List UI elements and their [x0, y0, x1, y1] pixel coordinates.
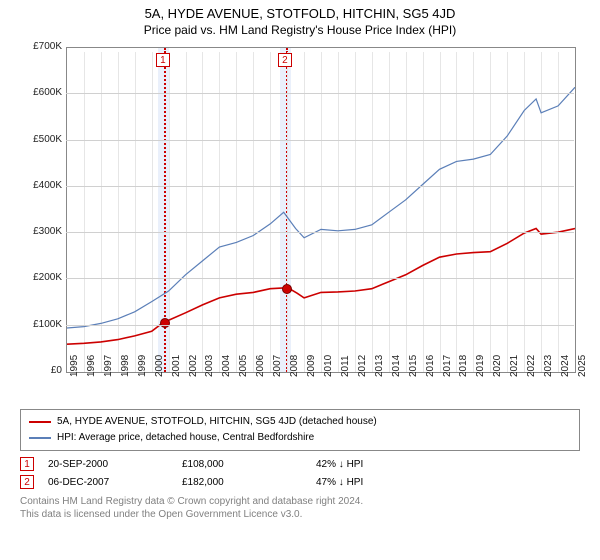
x-tick-label: 2022 — [526, 355, 537, 377]
chart-title: 5A, HYDE AVENUE, STOTFOLD, HITCHIN, SG5 … — [10, 6, 590, 21]
event-point — [282, 284, 292, 294]
event-id-box: 1 — [20, 457, 34, 471]
series-price_paid — [67, 229, 575, 345]
y-tick-label: £200K — [20, 272, 62, 283]
gridline — [66, 186, 574, 187]
x-tick-label: 2014 — [391, 355, 402, 377]
x-tick-label: 2017 — [442, 355, 453, 377]
event-delta: 42% ↓ HPI — [316, 459, 436, 470]
legend-swatch — [29, 437, 51, 439]
event-marker-box: 1 — [156, 53, 170, 67]
gridline — [66, 278, 574, 279]
x-tick-label: 2005 — [238, 355, 249, 377]
event-date: 06-DEC-2007 — [48, 477, 168, 488]
gridline — [66, 140, 574, 141]
x-tick-label: 1996 — [86, 355, 97, 377]
x-tick-label: 2003 — [204, 355, 215, 377]
legend: 5A, HYDE AVENUE, STOTFOLD, HITCHIN, SG5 … — [20, 409, 580, 451]
x-tick-label: 2010 — [323, 355, 334, 377]
event-delta: 47% ↓ HPI — [316, 477, 436, 488]
event-point — [160, 318, 170, 328]
x-tick-label: 2009 — [306, 355, 317, 377]
x-tick-label: 2015 — [408, 355, 419, 377]
x-tick-label: 1999 — [137, 355, 148, 377]
footer-line-2: This data is licensed under the Open Gov… — [20, 508, 580, 521]
x-tick-label: 2000 — [154, 355, 165, 377]
legend-row: HPI: Average price, detached house, Cent… — [29, 430, 571, 446]
event-id-box: 2 — [20, 475, 34, 489]
x-tick-label: 2019 — [475, 355, 486, 377]
y-tick-label: £100K — [20, 319, 62, 330]
x-tick-label: 2002 — [188, 355, 199, 377]
event-row: 2 06-DEC-2007 £182,000 47% ↓ HPI — [20, 475, 580, 489]
gridline — [66, 93, 574, 94]
y-tick-label: £300K — [20, 226, 62, 237]
event-date: 20-SEP-2000 — [48, 459, 168, 470]
x-tick-label: 2007 — [272, 355, 283, 377]
x-tick-label: 2020 — [492, 355, 503, 377]
x-tick-label: 2012 — [357, 355, 368, 377]
footer: Contains HM Land Registry data © Crown c… — [20, 495, 580, 521]
x-tick-label: 2008 — [289, 355, 300, 377]
events-table: 1 20-SEP-2000 £108,000 42% ↓ HPI 2 06-DEC-200… — [20, 457, 580, 489]
y-tick-label: £400K — [20, 180, 62, 191]
x-tick-label: 2018 — [458, 355, 469, 377]
legend-row: 5A, HYDE AVENUE, STOTFOLD, HITCHIN, SG5 … — [29, 414, 571, 430]
x-tick-label: 2023 — [543, 355, 554, 377]
x-tick-label: 1998 — [120, 355, 131, 377]
x-tick-label: 2016 — [425, 355, 436, 377]
event-price: £108,000 — [182, 459, 302, 470]
y-tick-label: £500K — [20, 134, 62, 145]
event-price: £182,000 — [182, 477, 302, 488]
x-tick-label: 2001 — [171, 355, 182, 377]
gridline — [66, 232, 574, 233]
legend-swatch — [29, 421, 51, 423]
y-tick-label: £600K — [20, 87, 62, 98]
x-tick-label: 1997 — [103, 355, 114, 377]
x-tick-label: 2024 — [560, 355, 571, 377]
chart-area: £0 £100K £200K £300K £400K £500K £600K £700K 199… — [20, 43, 580, 403]
x-tick-label: 2013 — [374, 355, 385, 377]
x-tick-label: 2011 — [340, 355, 351, 377]
legend-label: HPI: Average price, detached house, Cent… — [57, 430, 314, 446]
x-tick-label: 2004 — [221, 355, 232, 377]
x-tick-label: 2025 — [577, 355, 588, 377]
series-svg — [67, 48, 575, 372]
y-tick-label: £700K — [20, 41, 62, 52]
gridline — [66, 325, 574, 326]
x-tick-label: 1995 — [69, 355, 80, 377]
legend-label: 5A, HYDE AVENUE, STOTFOLD, HITCHIN, SG5 … — [57, 414, 377, 430]
y-tick-label: £0 — [20, 365, 62, 376]
chart-subtitle: Price paid vs. HM Land Registry's House … — [10, 23, 590, 37]
x-tick-label: 2006 — [255, 355, 266, 377]
event-marker-box: 2 — [278, 53, 292, 67]
event-row: 1 20-SEP-2000 £108,000 42% ↓ HPI — [20, 457, 580, 471]
x-tick-label: 2021 — [509, 355, 520, 377]
footer-line-1: Contains HM Land Registry data © Crown c… — [20, 495, 580, 508]
